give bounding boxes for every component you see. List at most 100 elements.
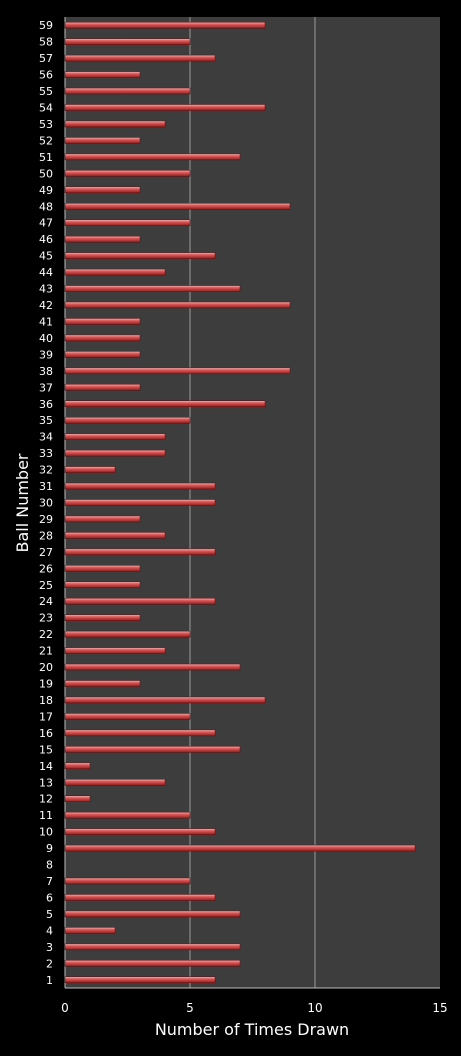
y-tick-label: 51 bbox=[39, 151, 53, 164]
bar-ball-34 bbox=[64, 433, 166, 440]
bar-ball-45 bbox=[64, 252, 216, 259]
bar-ball-17 bbox=[64, 713, 191, 720]
bar-ball-15 bbox=[64, 746, 241, 753]
y-tick-label: 8 bbox=[46, 859, 53, 872]
y-tick-label: 50 bbox=[39, 167, 53, 180]
y-tick-label: 6 bbox=[46, 891, 53, 904]
y-tick-label: 7 bbox=[46, 875, 53, 888]
bar-ball-12 bbox=[64, 795, 91, 802]
bar-ball-6 bbox=[64, 894, 216, 901]
y-tick-label: 42 bbox=[39, 299, 53, 312]
y-tick-label: 40 bbox=[39, 332, 53, 345]
y-tick-label: 34 bbox=[39, 431, 53, 444]
bar-ball-48 bbox=[64, 203, 291, 210]
bar-ball-29 bbox=[64, 515, 141, 523]
y-tick-label: 5 bbox=[46, 908, 53, 921]
y-tick-label: 24 bbox=[39, 595, 53, 608]
y-tick-label: 31 bbox=[39, 480, 53, 493]
y-tick-label: 52 bbox=[39, 134, 53, 147]
y-tick-label: 3 bbox=[46, 941, 53, 954]
y-tick-label: 43 bbox=[39, 283, 53, 296]
y-tick-label: 58 bbox=[39, 36, 53, 49]
x-tick-label: 15 bbox=[432, 1001, 447, 1015]
bar-ball-38 bbox=[64, 367, 291, 375]
y-tick-label: 9 bbox=[46, 842, 53, 855]
y-tick-label: 19 bbox=[39, 678, 53, 691]
bar-ball-40 bbox=[64, 334, 141, 342]
bar-ball-36 bbox=[64, 400, 266, 408]
bar-ball-22 bbox=[64, 630, 191, 638]
y-tick-label: 47 bbox=[39, 217, 53, 230]
y-tick-label: 39 bbox=[39, 348, 53, 361]
y-tick-label: 26 bbox=[39, 562, 53, 575]
bar-ball-11 bbox=[64, 811, 191, 819]
bar-ball-58 bbox=[64, 38, 191, 45]
y-tick-label: 25 bbox=[39, 579, 53, 592]
y-tick-label: 38 bbox=[39, 365, 53, 378]
bar-ball-7 bbox=[64, 877, 191, 885]
bar-ball-39 bbox=[64, 351, 141, 358]
bar-ball-33 bbox=[64, 449, 166, 457]
y-tick-label: 46 bbox=[39, 233, 53, 246]
bar-ball-16 bbox=[64, 729, 216, 737]
y-tick-label: 35 bbox=[39, 414, 53, 427]
bar-ball-46 bbox=[64, 235, 141, 243]
bar-ball-49 bbox=[64, 186, 141, 194]
bar-ball-35 bbox=[64, 416, 191, 424]
y-tick-label: 17 bbox=[39, 710, 53, 723]
bar-ball-53 bbox=[64, 120, 166, 128]
y-tick-label: 41 bbox=[39, 315, 53, 328]
y-tick-label: 33 bbox=[39, 447, 53, 460]
y-tick-label: 10 bbox=[39, 826, 53, 839]
bar-ball-27 bbox=[64, 548, 216, 556]
bar-ball-18 bbox=[64, 696, 266, 704]
y-tick-label: 57 bbox=[39, 52, 53, 65]
y-tick-label: 15 bbox=[39, 743, 53, 756]
bar-ball-26 bbox=[64, 565, 141, 572]
y-tick-label: 20 bbox=[39, 661, 53, 674]
y-tick-label: 13 bbox=[39, 776, 53, 789]
y-tick-label: 16 bbox=[39, 727, 53, 740]
bar-ball-56 bbox=[64, 71, 141, 78]
x-tick-labels: 0 5 10 15 bbox=[61, 1001, 447, 1015]
bar-ball-37 bbox=[64, 384, 141, 391]
bar-ball-4 bbox=[64, 927, 116, 934]
bar-ball-2 bbox=[64, 960, 241, 967]
x-tick-label: 10 bbox=[307, 1001, 322, 1015]
y-tick-label: 12 bbox=[39, 793, 53, 806]
bar-ball-42 bbox=[64, 301, 291, 309]
y-tick-labels: 1234567891011121314151617181920212223242… bbox=[39, 19, 53, 987]
y-tick-label: 22 bbox=[39, 628, 53, 641]
y-tick-label: 23 bbox=[39, 612, 53, 625]
bar-ball-28 bbox=[64, 532, 166, 539]
bar-ball-24 bbox=[64, 597, 216, 605]
bar-ball-47 bbox=[64, 219, 191, 226]
y-tick-label: 45 bbox=[39, 250, 53, 263]
y-tick-label: 14 bbox=[39, 760, 53, 773]
y-tick-label: 32 bbox=[39, 464, 53, 477]
bar-ball-23 bbox=[64, 614, 141, 621]
bar-ball-10 bbox=[64, 828, 216, 835]
bar-ball-44 bbox=[64, 268, 166, 276]
y-tick-label: 59 bbox=[39, 19, 53, 32]
y-tick-label: 36 bbox=[39, 398, 53, 411]
bar-ball-9 bbox=[64, 844, 416, 852]
y-tick-label: 56 bbox=[39, 69, 53, 82]
y-tick-label: 54 bbox=[39, 102, 53, 115]
y-tick-label: 37 bbox=[39, 381, 53, 394]
y-tick-label: 4 bbox=[46, 924, 53, 937]
y-tick-label: 49 bbox=[39, 184, 53, 197]
bar-ball-21 bbox=[64, 647, 166, 654]
bar-ball-3 bbox=[64, 943, 241, 951]
y-tick-label: 29 bbox=[39, 513, 53, 526]
bar-ball-59 bbox=[64, 21, 266, 29]
y-tick-label: 48 bbox=[39, 200, 53, 213]
y-tick-label: 18 bbox=[39, 694, 53, 707]
y-axis-title: Ball Number bbox=[13, 453, 32, 552]
bar-ball-57 bbox=[64, 54, 216, 62]
bar-ball-55 bbox=[64, 87, 191, 95]
y-tick-label: 2 bbox=[46, 957, 53, 970]
bar-ball-30 bbox=[64, 499, 216, 506]
